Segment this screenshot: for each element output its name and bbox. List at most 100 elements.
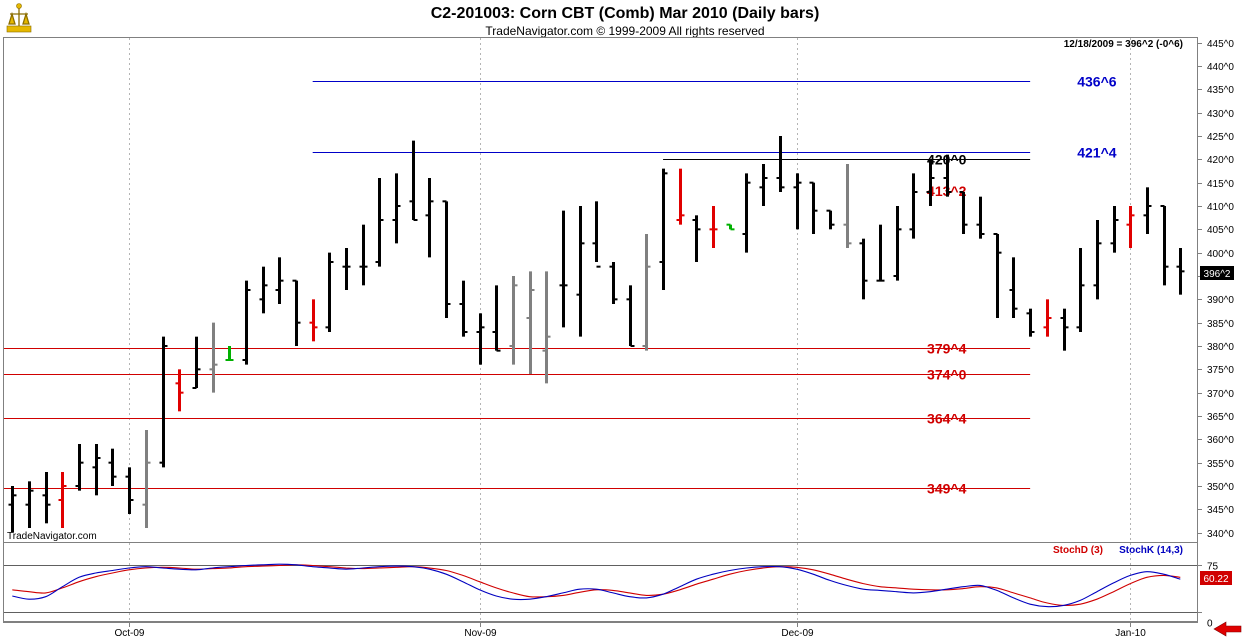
ohlc-bar — [576, 206, 585, 337]
bars-layer — [8, 136, 1185, 533]
y-tick-label: 365^0 — [1207, 412, 1234, 423]
stoch-last-badge: 60.22 — [1200, 571, 1232, 585]
scroll-left-arrow-icon[interactable] — [1213, 621, 1242, 637]
ohlc-bar — [175, 369, 184, 412]
x-axis: Oct-09 Nov-09 Dec-09 Jan-10 — [114, 622, 1146, 639]
ohlc-bar — [108, 448, 117, 486]
last-price-badge: 396^2 — [1200, 266, 1234, 280]
stochastic-panel: 0 75 — [4, 562, 1219, 630]
ohlc-bar — [42, 472, 51, 524]
ohlc-bar — [359, 224, 368, 286]
x-tick-label: Dec-09 — [781, 628, 814, 639]
y-tick-label: 345^0 — [1207, 505, 1234, 516]
ohlc-bar — [1060, 308, 1069, 351]
last-value-info: 12/18/2009 = 396^2 (-0^6) — [1064, 39, 1183, 50]
ohlc-bar — [425, 178, 434, 258]
ohlc-bar — [659, 168, 668, 290]
level-label: 364^4 — [927, 411, 967, 427]
ohlc-bar — [609, 262, 618, 304]
ohlc-bar — [409, 140, 418, 221]
stoch-last-badge-label: 60.22 — [1203, 574, 1228, 585]
stochk-line — [12, 563, 1181, 608]
ohlc-bar — [776, 136, 785, 192]
ohlc-bar — [843, 164, 852, 248]
ohlc-bar — [859, 238, 868, 300]
ohlc-bar — [742, 173, 751, 253]
x-tick-label: Oct-09 — [114, 628, 144, 639]
ohlc-bar — [926, 159, 935, 206]
ohlc-bar — [1143, 187, 1152, 234]
stochd-legend: StochD (3) — [1053, 545, 1103, 556]
ohlc-bar — [292, 279, 301, 346]
y-tick-label: 440^0 — [1207, 62, 1234, 73]
x-tick-label: Jan-10 — [1115, 628, 1146, 639]
y-axis: 340^0 345^0 350^0 355^0 360^0 365^0 370^0 375^0… — [1197, 39, 1234, 540]
y-tick-label: 380^0 — [1207, 342, 1234, 353]
ohlc-bar — [1126, 206, 1135, 248]
y-tick-label: 400^0 — [1207, 249, 1234, 260]
ohlc-bar — [759, 164, 768, 206]
ohlc-bar — [476, 313, 485, 365]
y-tick-label: 390^0 — [1207, 295, 1234, 306]
ohlc-bar — [92, 444, 101, 496]
ohlc-bar — [1160, 205, 1169, 286]
y-tick-label: 405^0 — [1207, 225, 1234, 236]
ohlc-bar — [159, 336, 168, 468]
price-panel-frame — [3, 37, 1198, 543]
level-label: 374^0 — [927, 367, 967, 383]
ohlc-bar — [559, 210, 568, 328]
ohlc-bar — [459, 280, 468, 337]
stochk-legend: StochK (14,3) — [1119, 545, 1183, 556]
y-tick-label: 385^0 — [1207, 319, 1234, 330]
app-logo-icon — [6, 3, 32, 33]
ohlc-bar — [225, 346, 234, 361]
ohlc-bar — [325, 252, 334, 332]
ohlc-bar — [876, 224, 885, 282]
level-label: 436^6 — [1077, 74, 1117, 90]
ohlc-bar — [192, 336, 201, 389]
ohlc-bar — [509, 276, 518, 365]
y-tick-label: 410^0 — [1207, 202, 1234, 213]
level-label: 349^4 — [927, 481, 967, 497]
ohlc-bar — [1110, 206, 1119, 253]
watermark-text: TradeNavigator.com — [7, 531, 97, 542]
ohlc-bar — [826, 209, 835, 230]
ohlc-bar — [142, 430, 151, 528]
y-tick-label: 430^0 — [1207, 109, 1234, 120]
level-label: 379^4 — [927, 341, 967, 357]
ohlc-bar — [125, 467, 134, 514]
ohlc-bar — [58, 472, 67, 528]
ohlc-bar — [275, 257, 284, 304]
ohlc-bar — [209, 322, 218, 393]
ohlc-bar — [442, 200, 451, 318]
ohlc-bar — [1009, 257, 1018, 318]
y-tick-label: 370^0 — [1207, 389, 1234, 400]
stoch-y-tick-label: 75 — [1207, 562, 1219, 573]
y-tick-label: 355^0 — [1207, 459, 1234, 470]
ohlc-bar — [959, 191, 968, 234]
y-tick-label: 445^0 — [1207, 39, 1234, 50]
stoch-y-tick-label: 0 — [1207, 619, 1213, 630]
y-tick-label: 415^0 — [1207, 179, 1234, 190]
ohlc-bar — [692, 215, 701, 262]
y-tick-label: 350^0 — [1207, 482, 1234, 493]
ohlc-bar — [793, 173, 802, 230]
ohlc-bar — [342, 248, 351, 290]
last-price-badge-label: 396^2 — [1204, 269, 1231, 280]
y-tick-label: 360^0 — [1207, 435, 1234, 446]
stochd-line — [12, 564, 1181, 606]
chart-title: C2-201003: Corn CBT (Comb) Mar 2010 (Dai… — [431, 5, 820, 22]
stoch-panel-frame — [3, 542, 1198, 622]
ohlc-bar — [392, 173, 401, 244]
y-tick-label: 420^0 — [1207, 155, 1234, 166]
y-tick-label: 425^0 — [1207, 132, 1234, 143]
ohlc-bar — [976, 196, 985, 239]
ohlc-bar — [676, 168, 685, 225]
ohlc-bar — [8, 486, 17, 533]
ohlc-bar — [375, 178, 384, 267]
ohlc-bar — [993, 233, 1002, 318]
ohlc-bar — [242, 280, 251, 365]
ohlc-bar — [626, 285, 635, 347]
ohlc-bar — [1026, 308, 1035, 337]
